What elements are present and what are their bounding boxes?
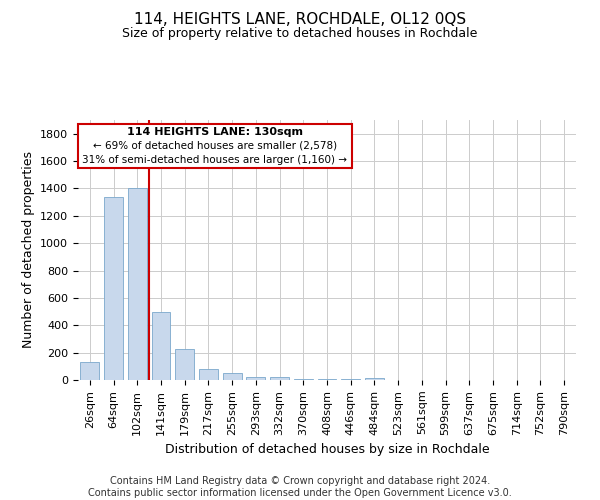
Bar xyxy=(365,378,384,380)
Text: 114, HEIGHTS LANE, ROCHDALE, OL12 0QS: 114, HEIGHTS LANE, ROCHDALE, OL12 0QS xyxy=(134,12,466,28)
X-axis label: Distribution of detached houses by size in Rochdale: Distribution of detached houses by size … xyxy=(164,443,490,456)
Bar xyxy=(175,348,194,380)
Text: 114 HEIGHTS LANE: 130sqm: 114 HEIGHTS LANE: 130sqm xyxy=(127,127,303,137)
Bar xyxy=(80,362,100,380)
Text: Size of property relative to detached houses in Rochdale: Size of property relative to detached ho… xyxy=(122,28,478,40)
Text: ← 69% of detached houses are smaller (2,578): ← 69% of detached houses are smaller (2,… xyxy=(93,141,337,151)
Y-axis label: Number of detached properties: Number of detached properties xyxy=(22,152,35,348)
Bar xyxy=(294,378,313,380)
Bar xyxy=(317,378,337,380)
Text: Contains HM Land Registry data © Crown copyright and database right 2024.
Contai: Contains HM Land Registry data © Crown c… xyxy=(88,476,512,498)
Text: 31% of semi-detached houses are larger (1,160) →: 31% of semi-detached houses are larger (… xyxy=(82,155,347,165)
Bar xyxy=(152,312,170,380)
Bar xyxy=(128,188,147,380)
Bar xyxy=(247,376,265,380)
Bar xyxy=(199,369,218,380)
Bar xyxy=(104,196,123,380)
Bar xyxy=(270,376,289,380)
Bar xyxy=(341,378,360,380)
Bar xyxy=(223,373,242,380)
